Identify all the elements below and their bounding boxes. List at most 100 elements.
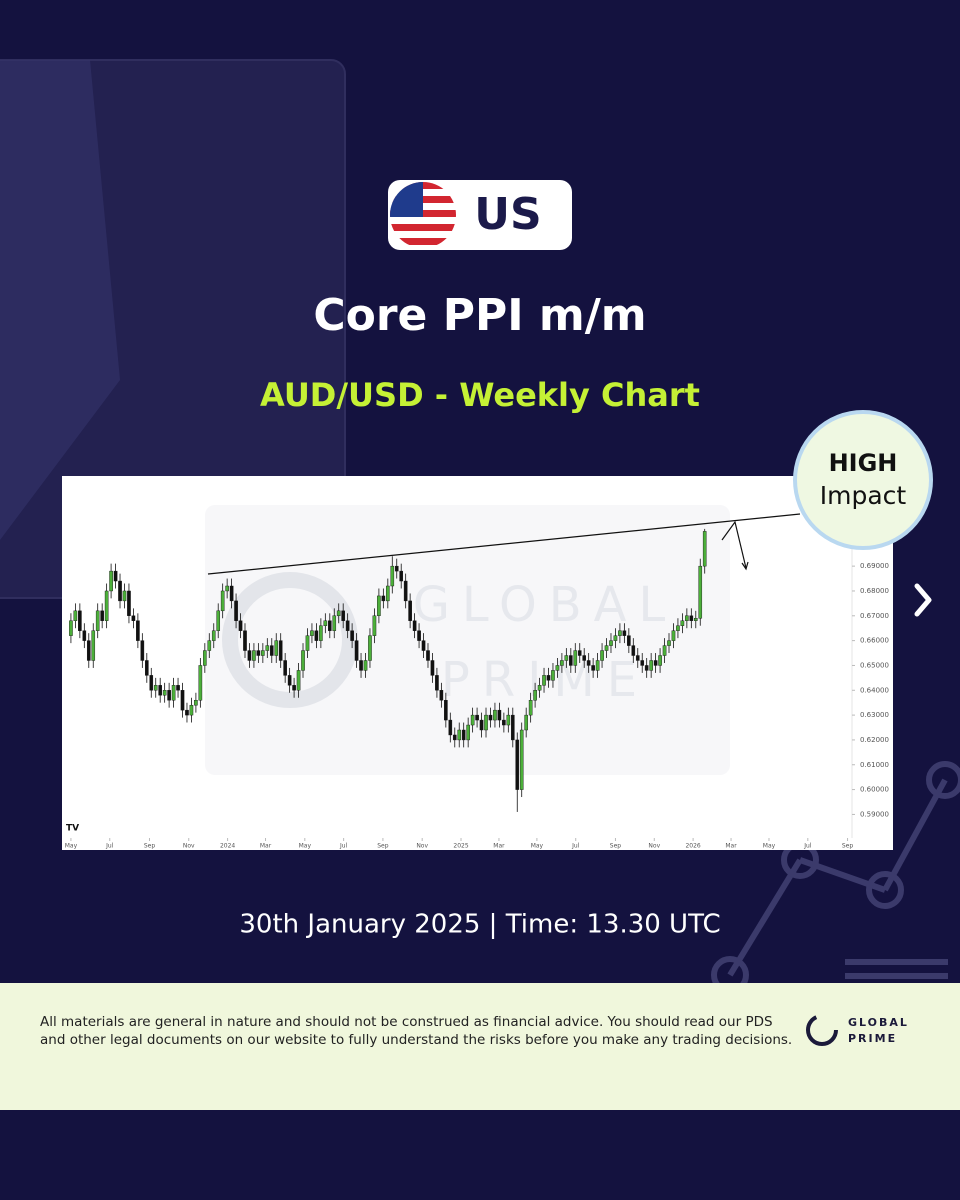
candle-body (189, 704, 194, 716)
candle-body (229, 585, 234, 602)
candle-body (635, 655, 640, 661)
candle-body (261, 650, 265, 656)
disclaimer-line: and other legal documents on our website… (40, 1032, 792, 1048)
impact-level: HIGH (829, 449, 898, 477)
event-title: Core PPI m/m (313, 290, 646, 341)
candle-body (600, 650, 604, 661)
candle-body (341, 610, 345, 621)
candle-body (439, 690, 444, 701)
y-tick-label: 0.60000 (860, 786, 889, 794)
candle-body (466, 724, 470, 741)
candle-body (127, 590, 131, 616)
candle-body (653, 660, 658, 666)
x-tick-label: Sep (144, 843, 156, 850)
candle-body (537, 685, 542, 691)
candle-body (484, 714, 488, 731)
candle-body (140, 640, 145, 661)
candle-body (269, 645, 274, 656)
candle-body (475, 714, 479, 721)
y-tick-label: 0.64000 (860, 686, 889, 694)
candle-body (417, 630, 421, 641)
candle-body (153, 685, 158, 691)
tv-logo: TV (66, 824, 79, 834)
x-tick-label: Jul (571, 843, 580, 850)
candle-body (296, 670, 301, 691)
candle-body (430, 660, 435, 676)
candle-body (685, 615, 689, 621)
candle-body (519, 729, 524, 790)
watermark-ring (222, 572, 358, 708)
next-arrow[interactable] (914, 583, 932, 617)
candle-body (301, 650, 305, 671)
candle-body (618, 630, 622, 636)
candle-body (497, 709, 502, 721)
candle-body (461, 729, 466, 741)
logo-mark (806, 1014, 838, 1046)
impact-badge (793, 410, 933, 550)
candle-body (185, 709, 189, 716)
candle-body (510, 714, 515, 741)
candle-body (136, 620, 140, 641)
candle-body (551, 670, 555, 681)
candle-body (336, 610, 341, 616)
candle-body (265, 645, 270, 651)
us-flag (390, 182, 456, 248)
candle-body (274, 640, 279, 656)
candle-body (220, 590, 225, 612)
candle-body (350, 630, 354, 641)
candle-body (247, 650, 252, 661)
candle-body (390, 565, 395, 587)
candle-body (225, 585, 229, 592)
y-tick-label: 0.65000 (860, 661, 889, 669)
candle-body (394, 565, 399, 572)
candle-body (332, 615, 337, 631)
candle-body (203, 650, 207, 666)
candle-body (577, 650, 582, 656)
impact-label: Impact (820, 481, 907, 510)
candle-body (234, 600, 238, 621)
candle-body (676, 625, 680, 631)
candle-body (662, 645, 667, 656)
disclaimer-line: All materials are general in nature and … (40, 1014, 773, 1030)
candle-body (216, 610, 221, 631)
candle-body (386, 585, 390, 602)
country-code: US (474, 189, 541, 240)
candle-body (95, 610, 100, 631)
candle-body (381, 595, 386, 602)
candle-body (412, 620, 417, 631)
y-tick-label: 0.69000 (860, 562, 889, 570)
candle-body (323, 620, 328, 626)
disclaimer-band (0, 983, 960, 1110)
candle-body (542, 675, 546, 686)
candle-body (278, 640, 283, 661)
x-tick-label: 2026 (685, 843, 700, 850)
candle-body (319, 625, 323, 641)
candle-body (622, 630, 627, 636)
y-tick-label: 0.59000 (860, 810, 889, 818)
candle-body (292, 685, 296, 691)
candle-body (354, 640, 359, 661)
candle-body (194, 700, 198, 706)
candle-body (78, 610, 82, 631)
candle-body (104, 590, 109, 621)
candle-body (421, 640, 426, 651)
candle-body (457, 729, 462, 741)
candle-body (555, 665, 560, 671)
candle-body (73, 610, 78, 621)
y-tick-label: 0.61000 (860, 761, 889, 769)
candle-body (613, 635, 618, 641)
candle-body (377, 595, 381, 616)
candle-body (363, 660, 368, 671)
candle-body (569, 655, 573, 666)
candle-body (145, 660, 149, 676)
candle-body (368, 635, 372, 661)
candle-body (162, 690, 167, 696)
candle-body (488, 714, 493, 721)
y-tick-label: 0.63000 (860, 711, 889, 719)
candle-body (444, 700, 448, 721)
x-tick-label: Sep (842, 843, 854, 850)
candle-body (399, 570, 404, 582)
candle-body (256, 650, 261, 656)
candle-body (131, 615, 136, 621)
candle-body (698, 565, 703, 619)
